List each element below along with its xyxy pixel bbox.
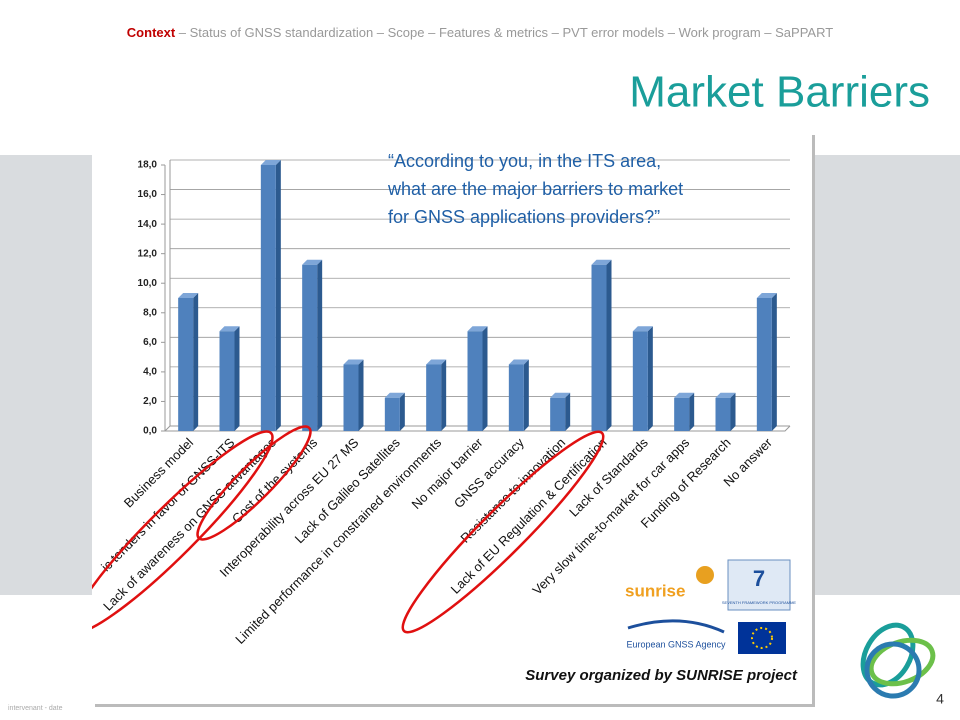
slide-title: Market Barriers [629,68,930,117]
bar-top [715,392,736,398]
bar-top [756,293,777,298]
corner-logo [860,622,936,699]
nav: Context – Status of GNSS standardization… [127,25,833,40]
sunrise-icon [696,566,714,584]
highlight-ellipse [92,430,274,634]
bar [632,331,648,431]
y-tick-label: 6,0 [143,337,157,348]
bar-side [234,326,240,431]
question-line: “According to you, in the ITS area, [388,151,661,171]
nav-current: Context [127,25,176,40]
fp7-seven: 7 [753,566,765,591]
y-tick-label: 14,0 [138,219,158,230]
gsa-swoosh [627,619,725,634]
y-tick-label: 16,0 [138,189,158,200]
bar [426,364,442,431]
y-tick-label: 18,0 [138,160,158,171]
bar [384,397,400,431]
bar-top [591,259,612,265]
footer: intervenant - date [8,705,63,712]
logo-ring [864,641,922,699]
bar-side [523,359,529,431]
floor [165,425,791,432]
fp7-logo [727,559,791,611]
bar-side [606,259,612,431]
bar-side [193,293,199,431]
bar-side [771,293,777,431]
bar-side [730,392,736,431]
bar [591,264,607,431]
highlight-ellipse [196,425,312,541]
bar-top [343,359,364,365]
bar-top [260,160,281,165]
nav-rest: – Status of GNSS standardization – Scope… [175,25,833,40]
bar [302,264,318,431]
question-line: what are the major barriers to market [387,179,683,199]
bar-top [302,259,323,265]
bar-top [550,392,571,398]
bar [715,397,731,431]
bar [178,298,194,431]
bar-top [178,293,199,298]
y-tick-label: 0,0 [143,426,157,437]
gsa-logo: European GNSS Agency [626,639,726,649]
bar-top [467,326,488,332]
bar-side [689,392,695,431]
bar [508,364,524,431]
bar-top [426,359,447,365]
bar-top [632,326,653,332]
bar-top [384,392,405,398]
bar [674,397,690,431]
eu-stars [751,627,773,649]
bar-side [399,392,405,431]
bar-side [317,259,323,431]
y-tick-label: 10,0 [138,278,158,289]
highlight-ellipse [401,430,605,634]
bar [550,397,566,431]
bar [756,298,772,431]
page-number: 4 [936,691,944,707]
bar-side [647,326,653,431]
bar-top [674,392,695,398]
bar-side [482,326,488,431]
survey-note: Survey organized by SUNRISE project [525,667,798,684]
highlights [92,425,605,634]
question: “According to you, in the ITS area, what… [387,151,683,227]
fp7-text: SEVENTH FRAMEWORK PROGRAMME [722,600,797,605]
logos: sunrise 7 SEVENTH FRAMEWORK PROGRAMME Eu… [625,559,797,654]
y-tick-label: 12,0 [138,248,158,259]
y-tick-label: 4,0 [143,367,157,378]
question-line: for GNSS applications providers?” [388,207,660,227]
bar-top [508,359,529,365]
bar [219,331,235,431]
eu-flag [738,622,786,654]
bar-side [275,160,281,431]
bar-side [441,359,447,431]
bar [467,331,483,431]
y-tick-label: 8,0 [143,307,157,318]
sunrise-logo: sunrise [625,581,685,600]
bar-side [358,359,364,431]
y-tick-label: 2,0 [143,396,157,407]
bar-side [565,392,571,431]
bar [343,364,359,431]
bar [260,165,276,431]
bar-top [219,326,240,332]
